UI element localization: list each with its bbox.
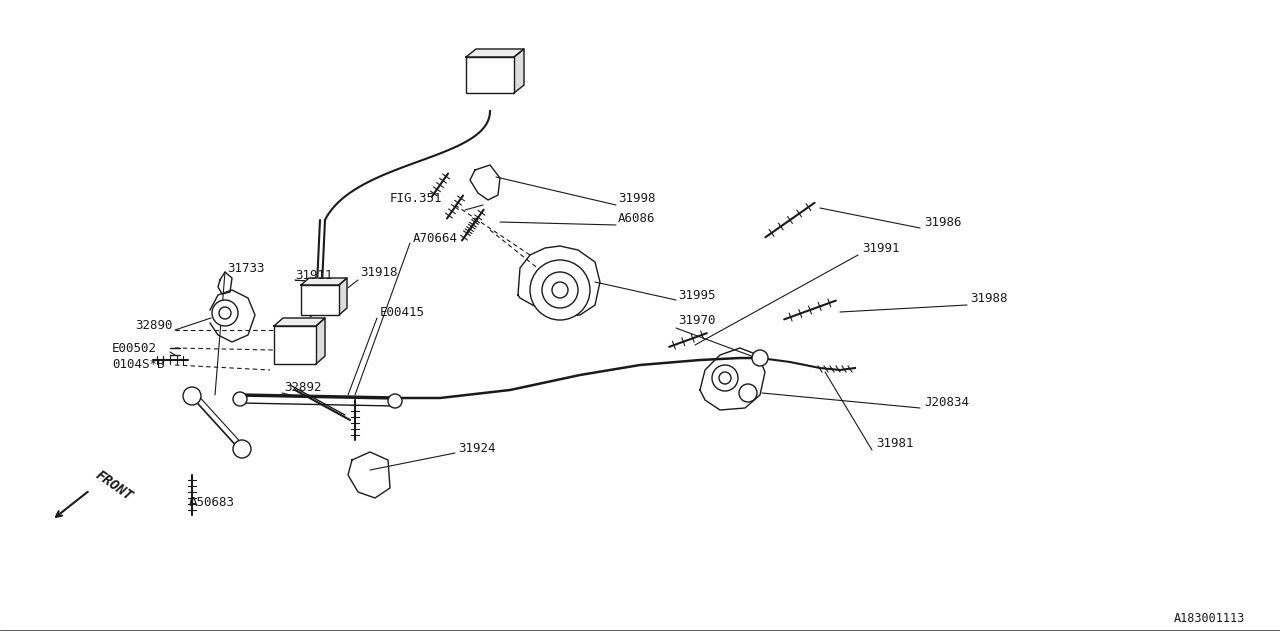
Polygon shape (316, 318, 325, 364)
Text: 0104S*B: 0104S*B (113, 358, 165, 371)
Polygon shape (274, 318, 325, 326)
Text: 32892: 32892 (284, 381, 321, 394)
Text: E00415: E00415 (380, 305, 425, 319)
Text: 31918: 31918 (360, 266, 398, 278)
Text: 31986: 31986 (924, 216, 961, 228)
Text: 31924: 31924 (458, 442, 495, 454)
Polygon shape (466, 49, 524, 57)
Circle shape (219, 307, 230, 319)
Circle shape (212, 300, 238, 326)
Text: E00502: E00502 (113, 342, 157, 355)
Text: A70664: A70664 (413, 232, 458, 244)
Text: 31991: 31991 (861, 241, 900, 255)
Text: 31995: 31995 (678, 289, 716, 301)
Circle shape (530, 260, 590, 320)
Text: A50683: A50683 (189, 495, 236, 509)
Circle shape (719, 372, 731, 384)
Text: A6086: A6086 (618, 211, 655, 225)
Polygon shape (515, 49, 524, 93)
Circle shape (388, 394, 402, 408)
Text: FIG.351: FIG.351 (390, 191, 443, 205)
Text: J20834: J20834 (924, 396, 969, 408)
Text: 31998: 31998 (618, 191, 655, 205)
Circle shape (183, 387, 201, 405)
Bar (301, 285, 339, 315)
Text: 32890: 32890 (134, 319, 173, 332)
Text: FRONT: FRONT (93, 468, 136, 504)
Bar (466, 57, 515, 93)
Polygon shape (339, 278, 347, 315)
Text: A183001113: A183001113 (1174, 612, 1245, 625)
Text: 31981: 31981 (876, 436, 914, 449)
Circle shape (541, 272, 579, 308)
Text: 31911: 31911 (294, 269, 333, 282)
Circle shape (712, 365, 739, 391)
Circle shape (739, 384, 756, 402)
Polygon shape (301, 278, 347, 285)
Circle shape (552, 282, 568, 298)
Bar (274, 326, 316, 364)
Circle shape (233, 392, 247, 406)
Text: 31988: 31988 (970, 291, 1007, 305)
Text: 31733: 31733 (227, 262, 265, 275)
Circle shape (753, 350, 768, 366)
Text: 31970: 31970 (678, 314, 716, 326)
Circle shape (233, 440, 251, 458)
